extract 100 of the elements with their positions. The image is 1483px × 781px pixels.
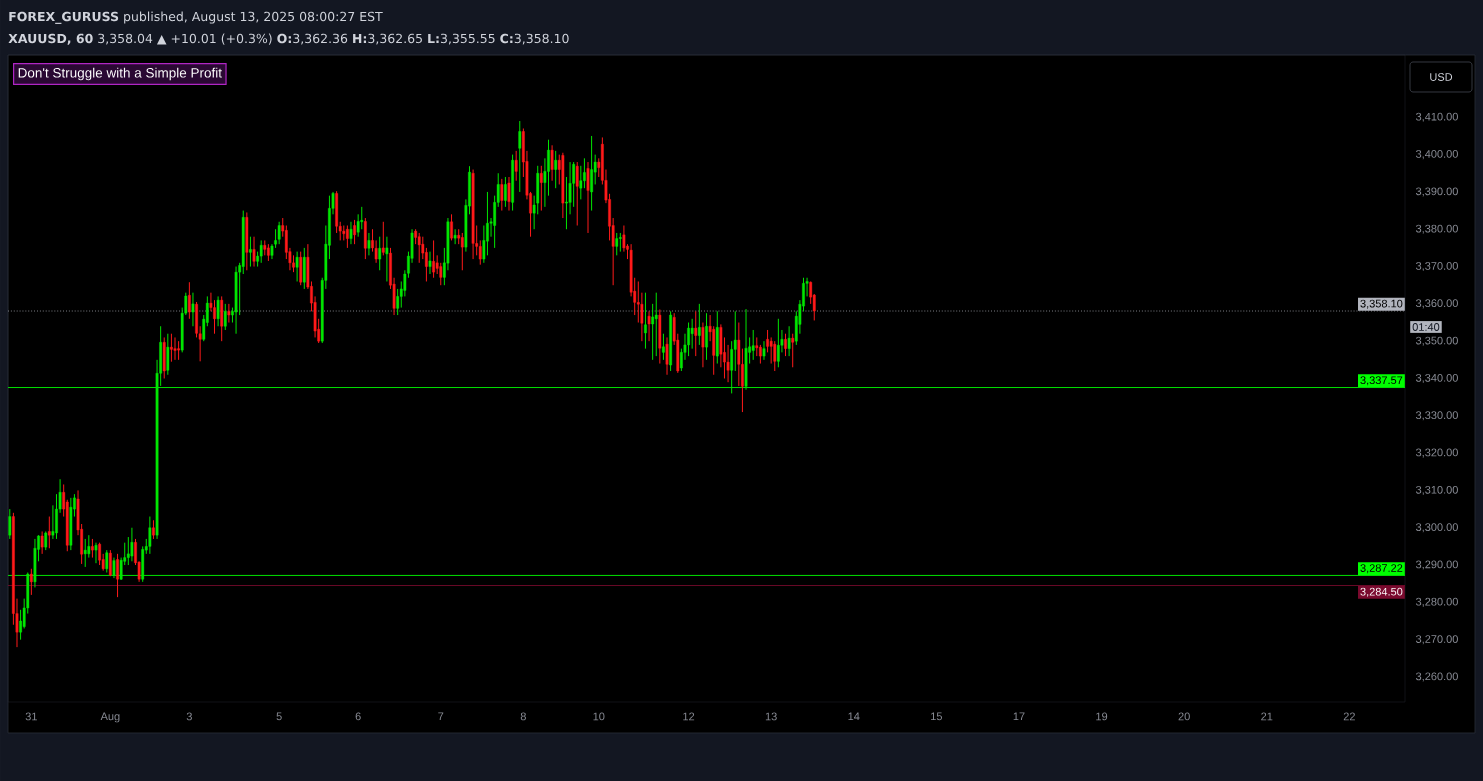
candlestick <box>94 542 98 564</box>
y-tick-label: 3,400.00 <box>1415 150 1458 160</box>
x-tick-label: 14 <box>848 712 860 721</box>
candlestick <box>697 303 701 346</box>
x-tick-label: Aug <box>100 712 120 723</box>
candlestick <box>98 542 101 566</box>
candlestick <box>216 295 220 327</box>
x-tick-label: 10 <box>593 712 605 721</box>
candlestick <box>590 135 593 212</box>
y-tick-label: 3,360.00 <box>1415 299 1458 309</box>
candlestick <box>762 340 766 361</box>
candlestick <box>730 340 734 394</box>
candlestick <box>191 292 195 327</box>
candlestick <box>586 161 590 234</box>
candlestick <box>83 538 87 568</box>
x-tick-label: 3 <box>186 712 192 721</box>
y-tick-label: 3,330.00 <box>1415 411 1458 421</box>
candlestick <box>381 221 385 256</box>
annotation: Don't Struggle with a Simple Profit <box>18 67 222 81</box>
candlestick <box>776 318 780 368</box>
candlestick <box>130 527 134 562</box>
candlestick <box>705 312 708 361</box>
y-tick-label: 3,410.00 <box>1415 112 1458 122</box>
candlestick <box>694 310 698 357</box>
x-tick-label: 19 <box>1096 712 1108 721</box>
x-tick-label: 22 <box>1343 712 1355 721</box>
candlestick <box>651 303 655 361</box>
candlestick <box>91 538 94 559</box>
candlestick <box>554 150 558 189</box>
candlestick <box>784 333 787 357</box>
x-tick-label: 6 <box>355 712 361 721</box>
x-tick-label: 5 <box>276 712 282 721</box>
candlestick <box>166 333 170 376</box>
candlestick <box>550 144 554 182</box>
y-tick-label: 3,270.00 <box>1415 635 1458 645</box>
candlestick <box>170 333 173 363</box>
candlestick <box>353 219 356 245</box>
candlestick <box>460 232 464 271</box>
y-tick-label: 3,310.00 <box>1415 485 1458 495</box>
candlestick <box>19 609 22 641</box>
candlestick <box>8 508 12 540</box>
candlestick <box>249 236 252 268</box>
y-tick-label: 3,260.00 <box>1415 672 1458 682</box>
candlestick <box>425 247 428 282</box>
x-tick-label: 8 <box>520 712 526 721</box>
y-tick-label: 3,380.00 <box>1415 224 1458 234</box>
text: XAUUSD, 60 3,358.04 ▲ +10.01 (+0.3%) O:3,362.36 H:3,362.65 L:3,355.55 C:3,358.10 <box>8 33 569 45</box>
ref-line-label: 3,337.57 <box>1360 376 1403 386</box>
candlestick <box>173 336 177 361</box>
candlestick <box>647 310 651 342</box>
candlestick <box>687 322 690 357</box>
candlestick <box>223 303 227 331</box>
candlestick <box>751 329 755 361</box>
candlestick <box>177 340 180 361</box>
candlestick <box>47 516 51 549</box>
text: 01:40 <box>1412 323 1440 331</box>
candlestick <box>701 322 705 368</box>
ref-line-label: 3,284.50 <box>1360 587 1403 597</box>
candlestick <box>583 157 586 189</box>
y-tick-label: 3,370.00 <box>1415 262 1458 272</box>
candlestick <box>259 239 263 264</box>
candlestick <box>417 232 421 264</box>
candlestick <box>504 176 507 208</box>
candlestick <box>108 549 112 577</box>
candlestick <box>690 318 694 350</box>
candlestick <box>759 344 762 365</box>
y-tick-label: 3,390.00 <box>1415 187 1458 197</box>
y-tick-label: 3,290.00 <box>1415 560 1458 570</box>
candlestick <box>112 557 116 579</box>
candlestick <box>791 333 795 368</box>
candlestick <box>277 221 281 245</box>
candlestick <box>367 232 371 256</box>
candlestick <box>29 568 33 596</box>
x-tick-label: 12 <box>683 712 695 721</box>
candlestick <box>116 553 119 598</box>
x-tick-label: 21 <box>1261 712 1273 721</box>
y-tick-label: 3,340.00 <box>1415 373 1458 384</box>
ref-line-label: 3,358.10 <box>1360 299 1403 309</box>
y-tick-label: 3,320.00 <box>1415 448 1458 458</box>
y-tick-label: 3,350.00 <box>1415 336 1458 346</box>
candlestick <box>152 519 155 540</box>
ref-line-label: 3,287.22 <box>1360 564 1403 574</box>
candlestick <box>40 530 44 555</box>
x-tick-label: 13 <box>765 712 777 721</box>
y-tick-label: 3,280.00 <box>1415 597 1458 607</box>
x-tick-label: 20 <box>1178 712 1190 721</box>
candlestick <box>428 251 432 275</box>
x-tick-label: 15 <box>931 712 943 721</box>
candlestick <box>644 292 647 350</box>
x-tick-label: 31 <box>25 712 37 721</box>
text: USD <box>1430 73 1453 81</box>
candlestick <box>252 236 256 268</box>
candlestick <box>575 161 579 226</box>
y-tick-label: 3,300.00 <box>1415 523 1458 533</box>
candlestick <box>148 516 152 555</box>
x-tick-label: 7 <box>438 712 444 721</box>
candlestick <box>44 530 48 551</box>
candlestick <box>539 165 543 212</box>
candlestick <box>615 232 619 256</box>
candlestick <box>450 213 453 241</box>
